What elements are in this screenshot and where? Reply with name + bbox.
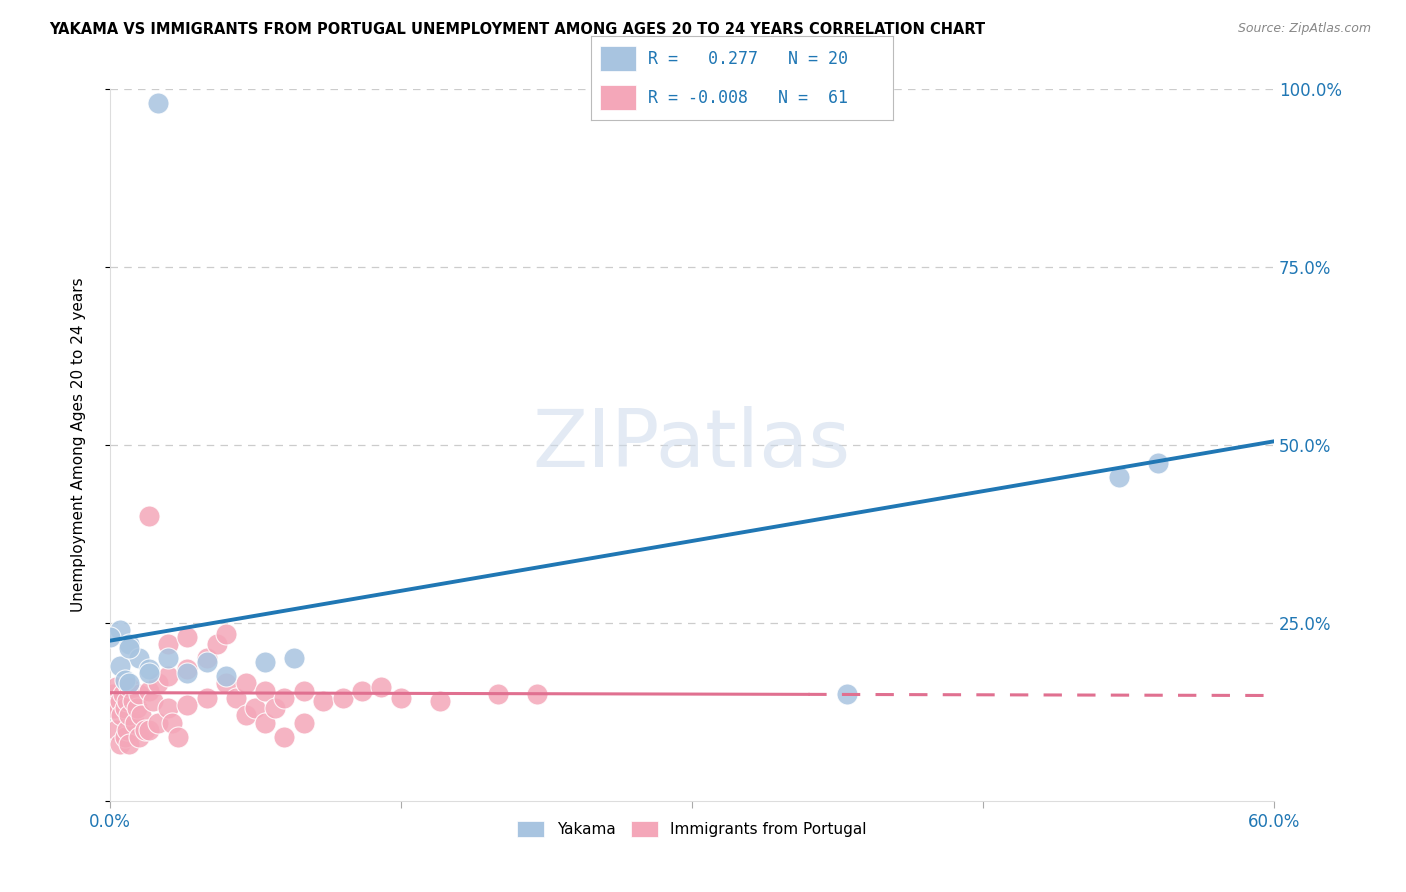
Point — [176, 665, 198, 680]
FancyBboxPatch shape — [599, 45, 636, 71]
Point — [118, 676, 141, 690]
Point — [98, 694, 121, 708]
Point — [148, 715, 170, 730]
Point — [118, 640, 141, 655]
Point — [128, 651, 150, 665]
Point — [118, 737, 141, 751]
Point — [332, 690, 354, 705]
Point — [138, 662, 160, 676]
Point — [148, 96, 170, 111]
Point — [195, 655, 218, 669]
Point — [118, 637, 141, 651]
Point — [166, 730, 188, 744]
Point — [138, 683, 160, 698]
Point — [195, 651, 218, 665]
Point — [117, 723, 139, 737]
Point — [148, 676, 170, 690]
Point — [138, 509, 160, 524]
Point — [103, 701, 125, 715]
Point — [526, 687, 548, 701]
Point — [118, 680, 141, 694]
Point — [98, 630, 121, 644]
Point — [245, 701, 267, 715]
Point — [108, 737, 131, 751]
Point — [370, 680, 392, 694]
Point — [110, 708, 132, 723]
Point — [429, 694, 451, 708]
Point — [176, 662, 198, 676]
Point — [215, 669, 238, 683]
Point — [312, 694, 335, 708]
Point — [254, 683, 277, 698]
Legend: Yakama, Immigrants from Portugal: Yakama, Immigrants from Portugal — [510, 815, 873, 843]
Point — [835, 687, 858, 701]
Point — [225, 690, 247, 705]
Point — [292, 683, 315, 698]
Point — [118, 708, 141, 723]
Point — [205, 637, 228, 651]
Point — [486, 687, 509, 701]
Point — [273, 730, 295, 744]
Point — [129, 708, 152, 723]
Text: YAKAMA VS IMMIGRANTS FROM PORTUGAL UNEMPLOYMENT AMONG AGES 20 TO 24 YEARS CORREL: YAKAMA VS IMMIGRANTS FROM PORTUGAL UNEMP… — [49, 22, 986, 37]
Point — [114, 701, 136, 715]
Point — [254, 715, 277, 730]
Text: ZIPatlas: ZIPatlas — [533, 406, 851, 483]
Point — [283, 651, 305, 665]
Point — [1146, 456, 1168, 470]
FancyBboxPatch shape — [599, 85, 636, 111]
Point — [292, 715, 315, 730]
Point — [141, 694, 163, 708]
Point — [215, 676, 238, 690]
Point — [157, 701, 180, 715]
Point — [157, 637, 180, 651]
Point — [108, 694, 131, 708]
Point — [157, 651, 180, 665]
Point — [117, 694, 139, 708]
Point — [122, 694, 145, 708]
Point — [101, 687, 124, 701]
Point — [1108, 470, 1130, 484]
Point — [108, 658, 131, 673]
Point — [104, 680, 127, 694]
Point — [125, 701, 148, 715]
Point — [138, 665, 160, 680]
Text: R =   0.277   N = 20: R = 0.277 N = 20 — [648, 50, 848, 68]
Y-axis label: Unemployment Among Ages 20 to 24 years: Unemployment Among Ages 20 to 24 years — [72, 277, 86, 612]
Point — [128, 730, 150, 744]
Point — [215, 626, 238, 640]
Point — [108, 623, 131, 637]
Point — [134, 723, 156, 737]
Point — [104, 723, 127, 737]
Point — [254, 655, 277, 669]
Point — [138, 723, 160, 737]
Text: Source: ZipAtlas.com: Source: ZipAtlas.com — [1237, 22, 1371, 36]
Point — [112, 687, 135, 701]
Point — [263, 701, 285, 715]
Point — [195, 690, 218, 705]
Point — [157, 669, 180, 683]
Point — [114, 730, 136, 744]
Point — [352, 683, 374, 698]
Point — [235, 676, 257, 690]
Point — [114, 673, 136, 687]
Text: R = -0.008   N =  61: R = -0.008 N = 61 — [648, 88, 848, 106]
Point — [273, 690, 295, 705]
Point — [176, 630, 198, 644]
Point — [128, 687, 150, 701]
Point — [235, 708, 257, 723]
Point — [389, 690, 412, 705]
Point — [124, 715, 146, 730]
Point — [160, 715, 183, 730]
Point — [176, 698, 198, 712]
